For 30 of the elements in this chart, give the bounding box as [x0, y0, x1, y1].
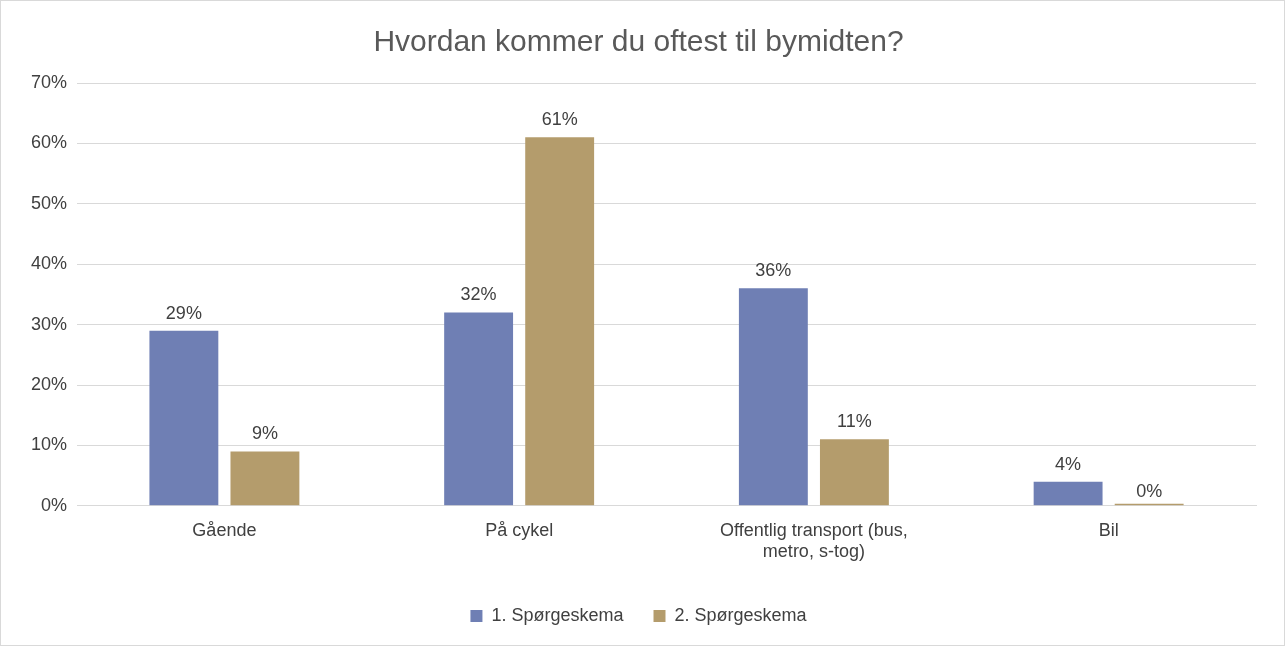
x-tick-label: Gående	[192, 519, 257, 540]
bar	[525, 137, 595, 506]
data-label: 36%	[755, 260, 792, 281]
chart-title: Hvordan kommer du oftest til bymidten?	[373, 24, 904, 58]
legend-label: 1. Spørgeskema	[491, 604, 625, 625]
bar	[819, 439, 889, 506]
data-label: 11%	[837, 411, 872, 432]
data-label: 4%	[1055, 453, 1082, 474]
x-tick-label: På cykel	[485, 519, 554, 540]
data-label: 61%	[541, 109, 578, 130]
data-label: 32%	[460, 284, 497, 305]
y-tick-label: 0%	[41, 494, 68, 515]
y-tick-label: 60%	[31, 132, 68, 153]
data-label: 9%	[251, 423, 278, 444]
legend-label: 2. Spørgeskema	[674, 604, 808, 625]
y-tick-label: 70%	[31, 71, 68, 92]
bar	[149, 330, 219, 506]
x-tick-label: Bil	[1098, 519, 1119, 540]
x-tick-label: Offentlig transport (bus, metro, s-tog)	[720, 519, 908, 562]
bar	[1033, 481, 1103, 506]
data-label: 29%	[165, 302, 202, 323]
data-label: 0%	[1136, 480, 1163, 501]
y-tick-label: 40%	[31, 253, 68, 274]
y-tick-label: 20%	[31, 373, 68, 394]
bar	[230, 451, 300, 506]
y-tick-label: 50%	[31, 192, 68, 213]
y-tick-label: 30%	[31, 313, 68, 334]
y-tick-label: 10%	[31, 434, 68, 455]
bar	[444, 312, 514, 506]
bar	[738, 288, 808, 506]
